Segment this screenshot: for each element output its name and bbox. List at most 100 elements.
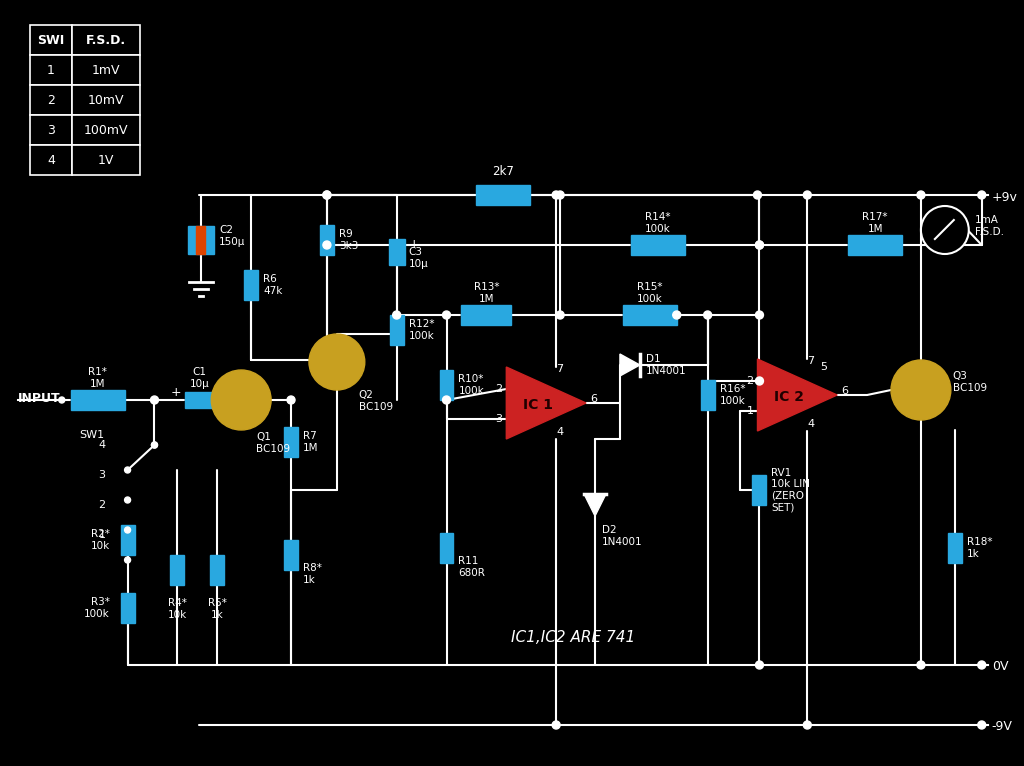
- Bar: [462, 305, 511, 325]
- Text: 7: 7: [807, 356, 814, 366]
- Text: 10mV: 10mV: [87, 93, 124, 106]
- Circle shape: [287, 396, 295, 404]
- Text: Q3
BC109: Q3 BC109: [952, 372, 987, 393]
- Circle shape: [978, 721, 986, 729]
- Text: 3: 3: [496, 414, 503, 424]
- Text: 3: 3: [47, 123, 54, 136]
- Text: R4*
10k: R4* 10k: [168, 598, 187, 620]
- Bar: [30, 115, 72, 145]
- Text: R10*
100k: R10* 100k: [459, 375, 484, 396]
- Bar: [30, 85, 72, 115]
- Circle shape: [978, 191, 986, 199]
- Text: Q1
BC109: Q1 BC109: [256, 432, 290, 453]
- Circle shape: [442, 311, 451, 319]
- Bar: [197, 226, 206, 254]
- Text: R18*
1k: R18* 1k: [967, 537, 992, 559]
- Circle shape: [978, 661, 986, 669]
- Circle shape: [556, 191, 564, 199]
- Bar: [121, 525, 134, 555]
- Text: R12*
100k: R12* 100k: [409, 319, 434, 341]
- Bar: [30, 145, 72, 175]
- Circle shape: [151, 396, 159, 404]
- Bar: [848, 235, 902, 255]
- Text: D1
1N4001: D1 1N4001: [646, 354, 686, 376]
- Text: IC 1: IC 1: [523, 398, 553, 412]
- Text: 100mV: 100mV: [83, 123, 128, 136]
- Circle shape: [803, 191, 811, 199]
- Bar: [284, 427, 298, 457]
- Bar: [389, 239, 404, 265]
- Text: 1: 1: [746, 406, 754, 416]
- Bar: [476, 185, 530, 205]
- Circle shape: [756, 311, 764, 319]
- Text: 2: 2: [98, 500, 105, 510]
- Circle shape: [754, 191, 762, 199]
- Circle shape: [703, 311, 712, 319]
- Text: R9
3k3: R9 3k3: [339, 229, 358, 250]
- Text: 3: 3: [98, 470, 105, 480]
- Text: Q2
BC109: Q2 BC109: [358, 390, 393, 411]
- Text: R16*
100k: R16* 100k: [720, 385, 745, 406]
- Text: 6: 6: [590, 394, 597, 404]
- Text: F.S.D.: F.S.D.: [86, 34, 126, 47]
- Text: 7: 7: [556, 364, 563, 374]
- Text: 1: 1: [47, 64, 54, 77]
- Circle shape: [125, 497, 131, 503]
- Text: 4: 4: [807, 419, 814, 429]
- Circle shape: [309, 334, 365, 390]
- Circle shape: [125, 467, 131, 473]
- Bar: [623, 305, 677, 325]
- Polygon shape: [620, 354, 640, 376]
- Bar: [30, 55, 72, 85]
- Text: 0V: 0V: [991, 660, 1009, 673]
- Text: R8*
1k: R8* 1k: [303, 563, 322, 584]
- Bar: [390, 315, 403, 345]
- Text: RV1
10k LIN
(ZERO
SET): RV1 10k LIN (ZERO SET): [771, 467, 810, 512]
- Text: IC1,IC2 ARE 741: IC1,IC2 ARE 741: [511, 630, 635, 646]
- Bar: [72, 55, 139, 85]
- Circle shape: [756, 241, 764, 249]
- Circle shape: [756, 241, 764, 249]
- Text: 1mA
F.S.D.: 1mA F.S.D.: [975, 215, 1004, 237]
- Circle shape: [323, 191, 331, 199]
- Polygon shape: [506, 367, 586, 439]
- Bar: [188, 226, 214, 254]
- Text: 2k7: 2k7: [493, 165, 514, 178]
- Bar: [284, 540, 298, 570]
- Circle shape: [552, 191, 560, 199]
- Text: +9v: +9v: [991, 191, 1018, 204]
- Text: 4: 4: [47, 153, 54, 166]
- Bar: [210, 555, 224, 585]
- Text: R15*
100k: R15* 100k: [637, 282, 663, 304]
- Text: 4: 4: [98, 440, 105, 450]
- Circle shape: [58, 397, 65, 403]
- Text: R14*
100k: R14* 100k: [645, 212, 671, 234]
- Circle shape: [323, 191, 331, 199]
- Text: R11
680R: R11 680R: [459, 556, 485, 578]
- Bar: [121, 593, 134, 623]
- Text: -9V: -9V: [991, 721, 1013, 734]
- Text: 5: 5: [820, 362, 826, 372]
- Text: 1: 1: [98, 530, 105, 540]
- Bar: [30, 25, 72, 55]
- Circle shape: [125, 527, 131, 533]
- Text: C2
150μ: C2 150μ: [219, 225, 246, 247]
- Circle shape: [211, 370, 271, 430]
- Bar: [72, 115, 139, 145]
- Text: 4: 4: [556, 427, 563, 437]
- Text: C3
10μ: C3 10μ: [409, 247, 428, 269]
- Text: INPUT: INPUT: [18, 391, 60, 404]
- Bar: [71, 390, 125, 410]
- Circle shape: [125, 557, 131, 563]
- Text: R7
1M: R7 1M: [303, 431, 318, 453]
- Text: C1
10μ: C1 10μ: [189, 367, 209, 389]
- Text: SWI: SWI: [37, 34, 65, 47]
- Bar: [170, 555, 184, 585]
- Text: R2*
10k: R2* 10k: [90, 529, 110, 551]
- Bar: [244, 270, 258, 300]
- Text: R17*
1M: R17* 1M: [862, 212, 888, 234]
- Circle shape: [552, 721, 560, 729]
- Bar: [72, 145, 139, 175]
- Bar: [631, 235, 685, 255]
- Text: R6
47k: R6 47k: [263, 274, 283, 296]
